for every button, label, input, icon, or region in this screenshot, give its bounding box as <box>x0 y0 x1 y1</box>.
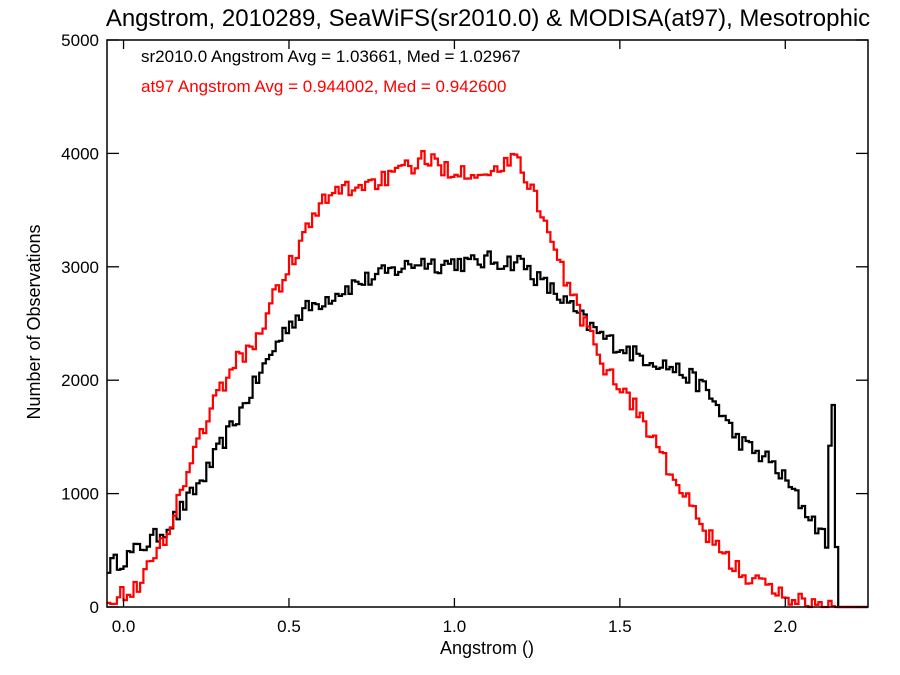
x-tick-label: 1.0 <box>443 617 467 636</box>
series-line-at97 <box>107 150 868 609</box>
y-tick-label: 5000 <box>61 31 99 50</box>
series-line-sr2010 <box>107 250 868 609</box>
y-tick-label: 3000 <box>61 258 99 277</box>
x-tick-label: 0.0 <box>112 617 136 636</box>
y-tick-label: 2000 <box>61 371 99 390</box>
tick-layer: 0.0 0.5 1.0 1.5 2.0 0 1000 2000 3000 4000 5000 <box>61 31 868 636</box>
y-tick-label: 4000 <box>61 144 99 163</box>
x-tick-label: 2.0 <box>773 617 797 636</box>
annotation-sr2010: sr2010.0 Angstrom Avg = 1.03661, Med = 1… <box>141 47 521 66</box>
y-axis-label: Number of Observations <box>24 224 44 419</box>
x-tick-label: 1.5 <box>608 617 632 636</box>
chart-title: Angstrom, 2010289, SeaWiFS(sr2010.0) & M… <box>106 5 870 32</box>
annotation-at97: at97 Angstrom Avg = 0.944002, Med = 0.94… <box>141 77 506 96</box>
series-layer <box>107 150 868 609</box>
x-axis-label: Angstrom () <box>440 638 534 658</box>
x-tick-label: 0.5 <box>277 617 301 636</box>
y-tick-label: 1000 <box>61 485 99 504</box>
y-tick-label: 0 <box>90 598 99 617</box>
plot-frame <box>106 39 869 608</box>
